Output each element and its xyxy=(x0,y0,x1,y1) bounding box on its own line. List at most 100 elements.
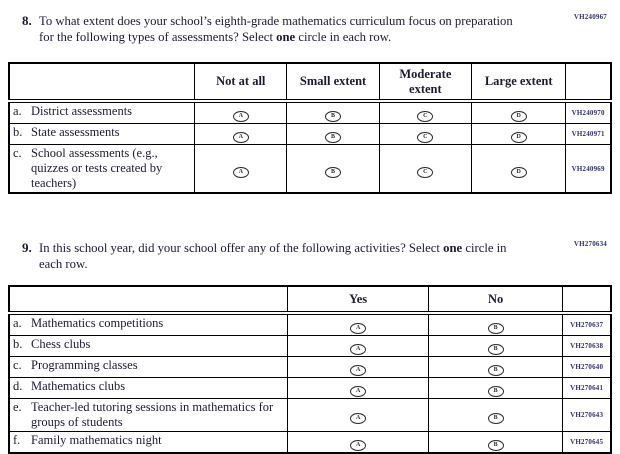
empty-header-cell xyxy=(565,62,612,103)
table-row-state-assessments: b. State assessments A B C D VH240971 xyxy=(8,123,612,145)
prompt-bold-word: one xyxy=(443,241,463,255)
row-label-cell: b. Chess clubs xyxy=(8,335,289,357)
row-letter: a. xyxy=(13,104,22,118)
answer-bubble[interactable]: A xyxy=(350,323,367,334)
option-cell: C xyxy=(378,144,473,194)
table-row-mathematics-competitions: a. Mathematics competitions A B VH270637 xyxy=(8,312,612,336)
answer-bubble[interactable]: B xyxy=(487,323,504,334)
row-label: Programming classes xyxy=(31,358,138,372)
question-8-code: VH240967 xyxy=(573,13,607,21)
q8-answer-table: Not at all Small extent Moderate extent … xyxy=(8,62,612,194)
answer-bubble[interactable]: D xyxy=(510,166,527,178)
option-cell: B xyxy=(427,335,564,357)
answer-bubble[interactable]: D xyxy=(510,132,527,143)
question-9-number: 9. xyxy=(22,240,32,255)
prompt-text: To what extent does your school’s eighth… xyxy=(39,14,513,44)
question-8-head: 8. To what extent does your school’s eig… xyxy=(22,13,612,45)
column-header-moderate-extent: Moderate extent xyxy=(378,62,473,103)
option-cell: C xyxy=(378,123,473,145)
option-cell: B xyxy=(427,398,564,432)
question-9: VH270634 9. In this school year, did you… xyxy=(8,240,612,454)
answer-bubble[interactable]: A xyxy=(350,344,367,355)
option-cell: A xyxy=(194,144,288,194)
table-row-programming-classes: c. Programming classes A B VH270640 xyxy=(8,356,612,378)
row-letter: c. xyxy=(13,146,22,160)
option-cell: A xyxy=(287,356,429,378)
question-9-code: VH270634 xyxy=(573,240,607,248)
answer-bubble[interactable]: C xyxy=(417,166,434,178)
row-code: VH270638 xyxy=(562,335,612,357)
option-cell: A xyxy=(194,123,288,145)
option-cell: B xyxy=(286,144,380,194)
option-cell: B xyxy=(427,312,564,336)
row-label-cell: a. Mathematics competitions xyxy=(8,312,289,336)
table-row-mathematics-clubs: d. Mathematics clubs A B VH270641 xyxy=(8,377,612,399)
prompt-text: circle in each row. xyxy=(39,241,507,271)
answer-bubble[interactable]: B xyxy=(325,132,342,143)
question-9-prompt: In this school year, did your school off… xyxy=(39,240,517,272)
answer-bubble[interactable]: D xyxy=(510,111,527,122)
table-row-teacher-led-tutoring: e. Teacher-led tutoring sessions in mathe… xyxy=(8,398,612,432)
answer-bubble[interactable]: A xyxy=(350,365,367,376)
row-label-cell: e. Teacher-led tutoring sessions in mathe… xyxy=(8,398,289,432)
empty-header-cell xyxy=(562,285,612,315)
option-cell: D xyxy=(470,100,567,124)
column-header-no: No xyxy=(427,285,564,315)
prompt-text: circle in each row. xyxy=(295,30,392,44)
question-8-number: 8. xyxy=(22,13,32,28)
option-cell: B xyxy=(427,377,564,399)
row-code: VH240969 xyxy=(565,144,612,194)
row-code: VH270637 xyxy=(562,312,612,336)
row-label: District assessments xyxy=(31,104,133,118)
row-letter: c. xyxy=(13,358,22,372)
row-code: VH270640 xyxy=(562,356,612,378)
prompt-text: In this school year, did your school off… xyxy=(39,241,444,255)
row-label-cell: c. Programming classes xyxy=(8,356,289,378)
table-row-district-assessments: a. District assessments A B C D VH240970 xyxy=(8,100,612,124)
answer-bubble[interactable]: C xyxy=(417,111,434,122)
option-cell: B xyxy=(286,123,380,145)
row-label: Mathematics clubs xyxy=(31,379,126,393)
answer-bubble[interactable]: B xyxy=(487,365,504,376)
row-label: Teacher-led tutoring sessions in mathema… xyxy=(31,400,274,429)
answer-bubble[interactable]: B xyxy=(487,413,504,424)
row-letter: b. xyxy=(13,337,23,351)
q8-header-row: Not at all Small extent Moderate extent … xyxy=(8,62,612,103)
answer-bubble[interactable]: B xyxy=(487,386,504,397)
row-letter: a. xyxy=(13,316,22,330)
answer-bubble[interactable]: A xyxy=(232,132,249,143)
q9-header-row: Yes No xyxy=(8,285,612,315)
row-code: VH270641 xyxy=(562,377,612,399)
option-cell: C xyxy=(378,100,473,124)
answer-bubble[interactable]: A xyxy=(232,111,249,122)
answer-bubble[interactable]: A xyxy=(232,166,249,178)
row-letter: e. xyxy=(13,400,22,414)
option-cell: A xyxy=(287,335,429,357)
row-letter: d. xyxy=(13,379,23,393)
column-header-large-extent: Large extent xyxy=(470,62,567,103)
answer-bubble[interactable]: B xyxy=(325,166,342,178)
option-cell: A xyxy=(287,398,429,432)
row-code: VH270645 xyxy=(562,431,612,454)
answer-bubble[interactable]: B xyxy=(325,111,342,122)
row-label-cell: b. State assessments xyxy=(8,123,196,145)
prompt-bold-word: one xyxy=(276,30,296,44)
q9-answer-table: Yes No a. Mathematics competitions A B VH… xyxy=(8,285,612,454)
answer-bubble[interactable]: A xyxy=(350,413,367,424)
row-label: Family mathematics night xyxy=(31,433,162,447)
question-9-head: 9. In this school year, did your school … xyxy=(22,240,612,272)
column-header-not-at-all: Not at all xyxy=(194,62,288,103)
answer-bubble[interactable]: A xyxy=(350,386,367,397)
question-8: VH240967 8. To what extent does your sch… xyxy=(8,13,612,194)
option-cell: D xyxy=(470,123,567,145)
row-label: School assessments (e.g., quizzes or tes… xyxy=(31,146,163,190)
table-row-family-mathematics-night: f. Family mathematics night A B VH270645 xyxy=(8,431,612,454)
answer-bubble[interactable]: B xyxy=(487,344,504,355)
row-letter: f. xyxy=(13,433,21,447)
row-label-cell: c. School assessments (e.g., quizzes or t… xyxy=(8,144,196,194)
answer-bubble[interactable]: C xyxy=(417,132,434,143)
row-label-cell: f. Family mathematics night xyxy=(8,431,289,454)
empty-header-cell xyxy=(8,62,196,103)
option-cell: B xyxy=(427,356,564,378)
